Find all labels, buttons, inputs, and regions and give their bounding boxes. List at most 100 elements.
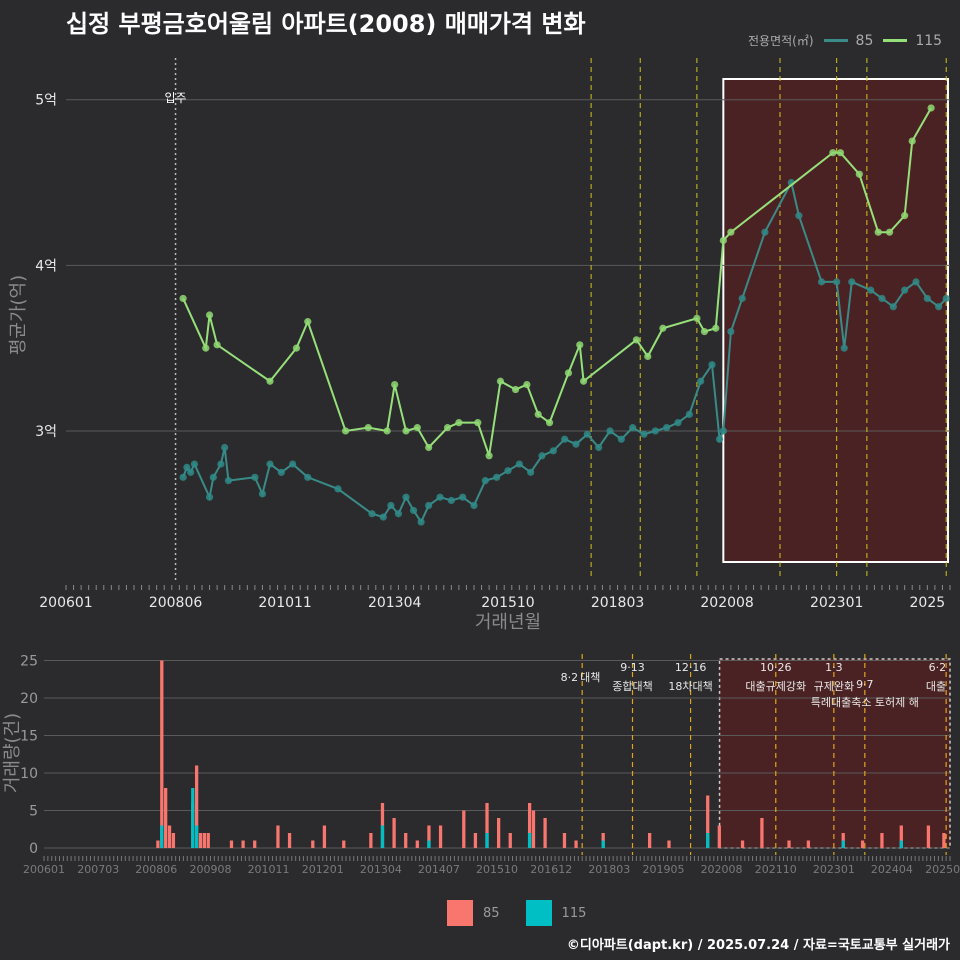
bar-85	[253, 840, 257, 848]
data-point-85	[205, 493, 214, 501]
bar-85	[648, 833, 652, 848]
data-point-115	[534, 410, 542, 418]
data-point-85	[878, 294, 886, 303]
bar-85	[276, 825, 280, 848]
bar-x-tick-label: 201304	[360, 863, 402, 876]
highlight-box-bottom	[718, 658, 951, 849]
data-point-115	[485, 452, 493, 460]
bar-85	[497, 818, 501, 848]
data-point-115	[413, 424, 421, 432]
data-point-115	[402, 427, 410, 435]
data-point-85	[651, 427, 659, 435]
data-point-115	[474, 419, 482, 427]
bar-85	[527, 803, 532, 848]
data-point-115	[383, 427, 391, 435]
legend-title: 전용면적(㎡)	[748, 34, 814, 48]
bar-115	[380, 825, 385, 848]
data-point-85	[629, 424, 637, 432]
data-point-85	[663, 424, 671, 432]
bar-y-axis-title: 거래량(건)	[2, 713, 23, 793]
data-point-85	[304, 473, 312, 481]
policy-name-label: 규제완화	[814, 680, 854, 693]
x-tick-label: 201304	[368, 595, 422, 611]
data-point-115	[632, 336, 641, 344]
policy-name-label: 대책	[580, 671, 600, 684]
bar-115	[841, 840, 845, 848]
bar-x-tick-label: 202404	[871, 863, 913, 876]
data-point-85	[719, 427, 727, 435]
data-point-85	[923, 294, 931, 303]
bar-85	[195, 765, 199, 848]
page-title: 십정 부평금호어울림 아파트(2008) 매매가격 변화	[66, 10, 586, 38]
data-point-115	[659, 324, 667, 332]
data-point-115	[874, 228, 882, 236]
bar-85	[322, 825, 327, 848]
policy-date-label: 9·7	[856, 678, 874, 691]
bar-y-tick-label: 5	[29, 804, 38, 820]
data-point-85	[840, 344, 848, 352]
bar-115	[706, 833, 710, 848]
bar-x-tick-label: 201612	[530, 863, 572, 876]
bar-85	[717, 825, 721, 848]
bar-legend-label-85: 85	[483, 905, 500, 921]
data-point-85	[935, 303, 943, 311]
data-point-115	[901, 212, 909, 220]
data-point-115	[391, 380, 399, 389]
data-point-85	[761, 228, 769, 236]
bar-85	[667, 840, 671, 848]
policy-date-label: 1·3	[825, 661, 843, 674]
policy-date-label: 12·16	[675, 661, 707, 674]
bar-legend-swatch-85	[447, 900, 473, 926]
data-point-115	[205, 311, 214, 319]
x-tick-label: 2025	[910, 595, 946, 611]
bar-legend-item-115: 115	[525, 900, 586, 926]
bar-85	[574, 840, 578, 848]
data-point-85	[425, 501, 433, 510]
data-point-115	[425, 443, 433, 452]
data-point-85	[572, 440, 580, 448]
policy-name-label: 종합대책	[612, 680, 652, 693]
data-point-85	[606, 427, 614, 435]
data-point-85	[617, 435, 625, 443]
data-point-85	[258, 490, 267, 498]
bar-85	[167, 825, 172, 848]
data-point-85	[538, 452, 546, 460]
data-point-85	[493, 473, 501, 481]
policy-date-label: 10·26	[760, 661, 792, 674]
data-point-85	[402, 493, 410, 501]
x-tick-label: 201011	[258, 595, 311, 611]
data-point-115	[693, 314, 701, 322]
bar-x-tick-label: 202110	[755, 863, 797, 876]
move-in-label: 입주	[165, 91, 187, 105]
data-point-115	[927, 104, 935, 112]
data-point-85	[727, 327, 735, 336]
data-point-85	[179, 473, 187, 481]
bar-85	[287, 833, 292, 848]
data-point-115	[213, 341, 221, 349]
y-tick-label: 4억	[35, 258, 57, 274]
x-tick-label: 200601	[39, 595, 92, 611]
data-point-85	[224, 477, 233, 485]
bar-x-tick-label: 200703	[77, 863, 119, 876]
data-point-115	[712, 324, 720, 332]
data-point-85	[942, 294, 950, 303]
data-point-115	[700, 327, 709, 336]
data-point-85	[833, 278, 841, 286]
data-point-85	[251, 473, 259, 481]
data-point-85	[738, 294, 746, 303]
bar-y-tick-label: 15	[20, 729, 38, 745]
data-point-115	[855, 170, 863, 178]
x-axis-title: 거래년월	[475, 612, 541, 633]
data-point-85	[417, 518, 425, 526]
bar-85	[229, 840, 234, 848]
data-point-85	[583, 430, 591, 438]
bar-85	[880, 833, 884, 848]
y-tick-label: 5억	[35, 93, 57, 109]
data-point-85	[640, 430, 648, 438]
data-point-115	[266, 377, 274, 385]
bar-85	[543, 818, 547, 848]
bar-85	[392, 818, 396, 848]
data-point-85	[209, 473, 217, 481]
data-point-85	[447, 496, 455, 505]
data-point-85	[848, 278, 856, 286]
